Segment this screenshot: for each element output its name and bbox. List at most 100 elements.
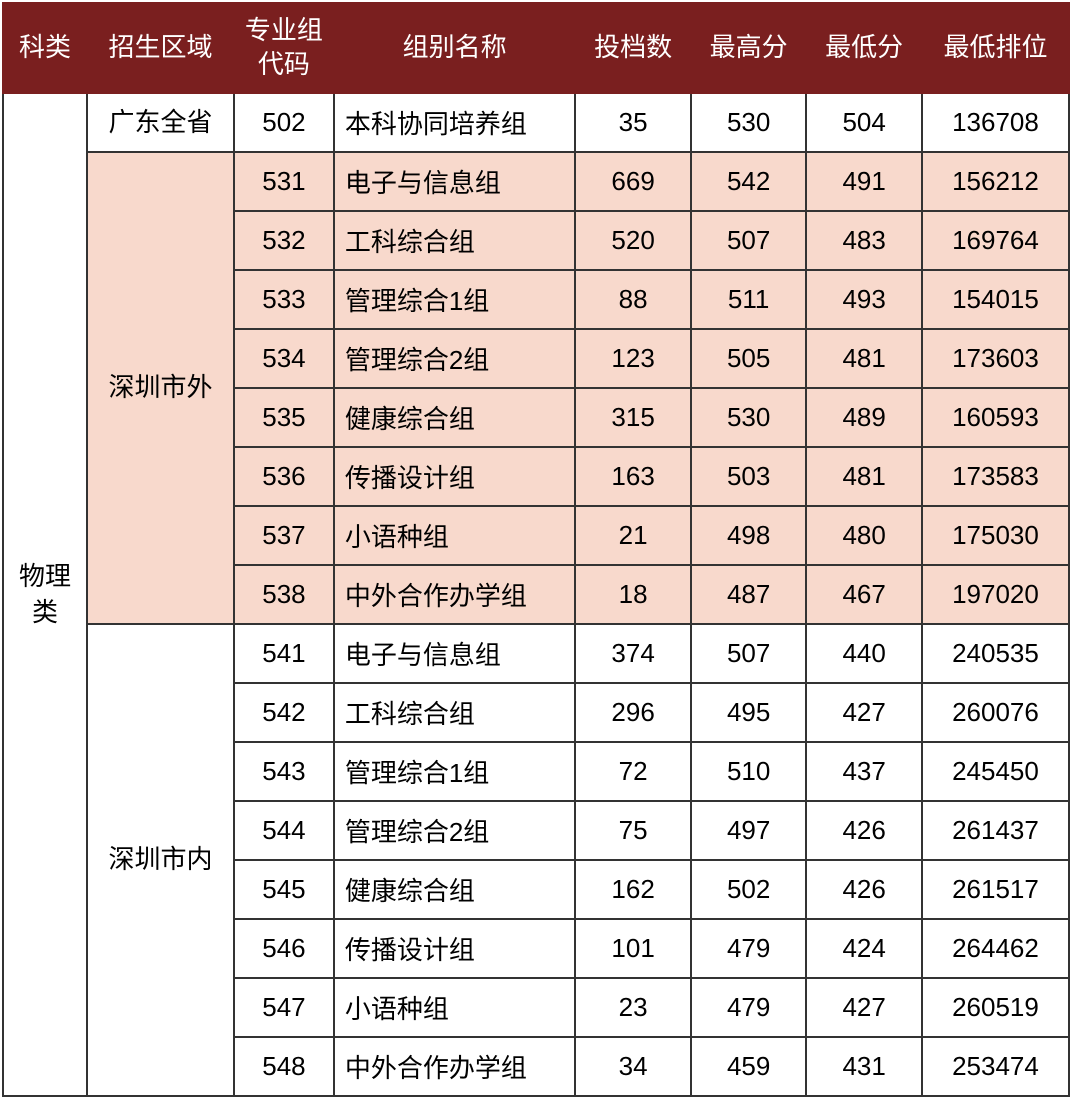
high-cell: 479 (691, 919, 807, 978)
name-cell: 健康综合组 (334, 860, 576, 919)
count-cell: 101 (575, 919, 691, 978)
header-subject: 科类 (3, 3, 87, 93)
header-code: 专业组代码 (234, 3, 334, 93)
code-cell: 546 (234, 919, 334, 978)
count-cell: 75 (575, 801, 691, 860)
rank-cell: 156212 (922, 152, 1069, 211)
rank-cell: 253474 (922, 1037, 1069, 1096)
code-cell: 535 (234, 388, 334, 447)
region-cell: 深圳市外 (87, 152, 234, 624)
admission-table: 科类 招生区域 专业组代码 组别名称 投档数 最高分 最低分 最低排位 物理类广… (2, 2, 1070, 1097)
low-cell: 427 (806, 683, 922, 742)
rank-cell: 173583 (922, 447, 1069, 506)
name-cell: 工科综合组 (334, 211, 576, 270)
rank-cell: 240535 (922, 624, 1069, 683)
low-cell: 467 (806, 565, 922, 624)
code-cell: 537 (234, 506, 334, 565)
header-count: 投档数 (575, 3, 691, 93)
rank-cell: 261517 (922, 860, 1069, 919)
rank-cell: 175030 (922, 506, 1069, 565)
high-cell: 542 (691, 152, 807, 211)
count-cell: 315 (575, 388, 691, 447)
low-cell: 504 (806, 93, 922, 152)
name-cell: 管理综合2组 (334, 329, 576, 388)
region-cell: 深圳市内 (87, 624, 234, 1096)
name-cell: 管理综合2组 (334, 801, 576, 860)
low-cell: 426 (806, 801, 922, 860)
table-row: 深圳市外531电子与信息组669542491156212 (3, 152, 1069, 211)
count-cell: 34 (575, 1037, 691, 1096)
high-cell: 459 (691, 1037, 807, 1096)
code-cell: 532 (234, 211, 334, 270)
header-rank: 最低排位 (922, 3, 1069, 93)
high-cell: 530 (691, 388, 807, 447)
header-high: 最高分 (691, 3, 807, 93)
low-cell: 491 (806, 152, 922, 211)
count-cell: 23 (575, 978, 691, 1037)
code-cell: 544 (234, 801, 334, 860)
code-cell: 541 (234, 624, 334, 683)
code-cell: 531 (234, 152, 334, 211)
high-cell: 505 (691, 329, 807, 388)
count-cell: 18 (575, 565, 691, 624)
rank-cell: 264462 (922, 919, 1069, 978)
count-cell: 669 (575, 152, 691, 211)
high-cell: 497 (691, 801, 807, 860)
code-cell: 548 (234, 1037, 334, 1096)
table-row: 深圳市内541电子与信息组374507440240535 (3, 624, 1069, 683)
name-cell: 中外合作办学组 (334, 565, 576, 624)
code-cell: 542 (234, 683, 334, 742)
code-cell: 536 (234, 447, 334, 506)
code-cell: 538 (234, 565, 334, 624)
rank-cell: 136708 (922, 93, 1069, 152)
name-cell: 管理综合1组 (334, 270, 576, 329)
high-cell: 495 (691, 683, 807, 742)
rank-cell: 173603 (922, 329, 1069, 388)
high-cell: 507 (691, 211, 807, 270)
table-body: 物理类广东全省502本科协同培养组35530504136708深圳市外531电子… (3, 93, 1069, 1096)
rank-cell: 154015 (922, 270, 1069, 329)
name-cell: 小语种组 (334, 978, 576, 1037)
count-cell: 35 (575, 93, 691, 152)
high-cell: 498 (691, 506, 807, 565)
code-cell: 547 (234, 978, 334, 1037)
header-name: 组别名称 (334, 3, 576, 93)
rank-cell: 197020 (922, 565, 1069, 624)
table-header: 科类 招生区域 专业组代码 组别名称 投档数 最高分 最低分 最低排位 (3, 3, 1069, 93)
name-cell: 小语种组 (334, 506, 576, 565)
count-cell: 163 (575, 447, 691, 506)
subject-cell: 物理类 (3, 93, 87, 1096)
rank-cell: 169764 (922, 211, 1069, 270)
name-cell: 传播设计组 (334, 919, 576, 978)
low-cell: 483 (806, 211, 922, 270)
high-cell: 530 (691, 93, 807, 152)
high-cell: 507 (691, 624, 807, 683)
low-cell: 427 (806, 978, 922, 1037)
low-cell: 440 (806, 624, 922, 683)
count-cell: 88 (575, 270, 691, 329)
high-cell: 511 (691, 270, 807, 329)
name-cell: 传播设计组 (334, 447, 576, 506)
low-cell: 426 (806, 860, 922, 919)
low-cell: 481 (806, 329, 922, 388)
low-cell: 431 (806, 1037, 922, 1096)
rank-cell: 160593 (922, 388, 1069, 447)
rank-cell: 260519 (922, 978, 1069, 1037)
high-cell: 503 (691, 447, 807, 506)
rank-cell: 260076 (922, 683, 1069, 742)
low-cell: 480 (806, 506, 922, 565)
region-cell: 广东全省 (87, 93, 234, 152)
rank-cell: 245450 (922, 742, 1069, 801)
table-row: 物理类广东全省502本科协同培养组35530504136708 (3, 93, 1069, 152)
header-region: 招生区域 (87, 3, 234, 93)
name-cell: 本科协同培养组 (334, 93, 576, 152)
count-cell: 72 (575, 742, 691, 801)
low-cell: 481 (806, 447, 922, 506)
count-cell: 520 (575, 211, 691, 270)
count-cell: 374 (575, 624, 691, 683)
rank-cell: 261437 (922, 801, 1069, 860)
high-cell: 487 (691, 565, 807, 624)
code-cell: 533 (234, 270, 334, 329)
low-cell: 424 (806, 919, 922, 978)
high-cell: 510 (691, 742, 807, 801)
